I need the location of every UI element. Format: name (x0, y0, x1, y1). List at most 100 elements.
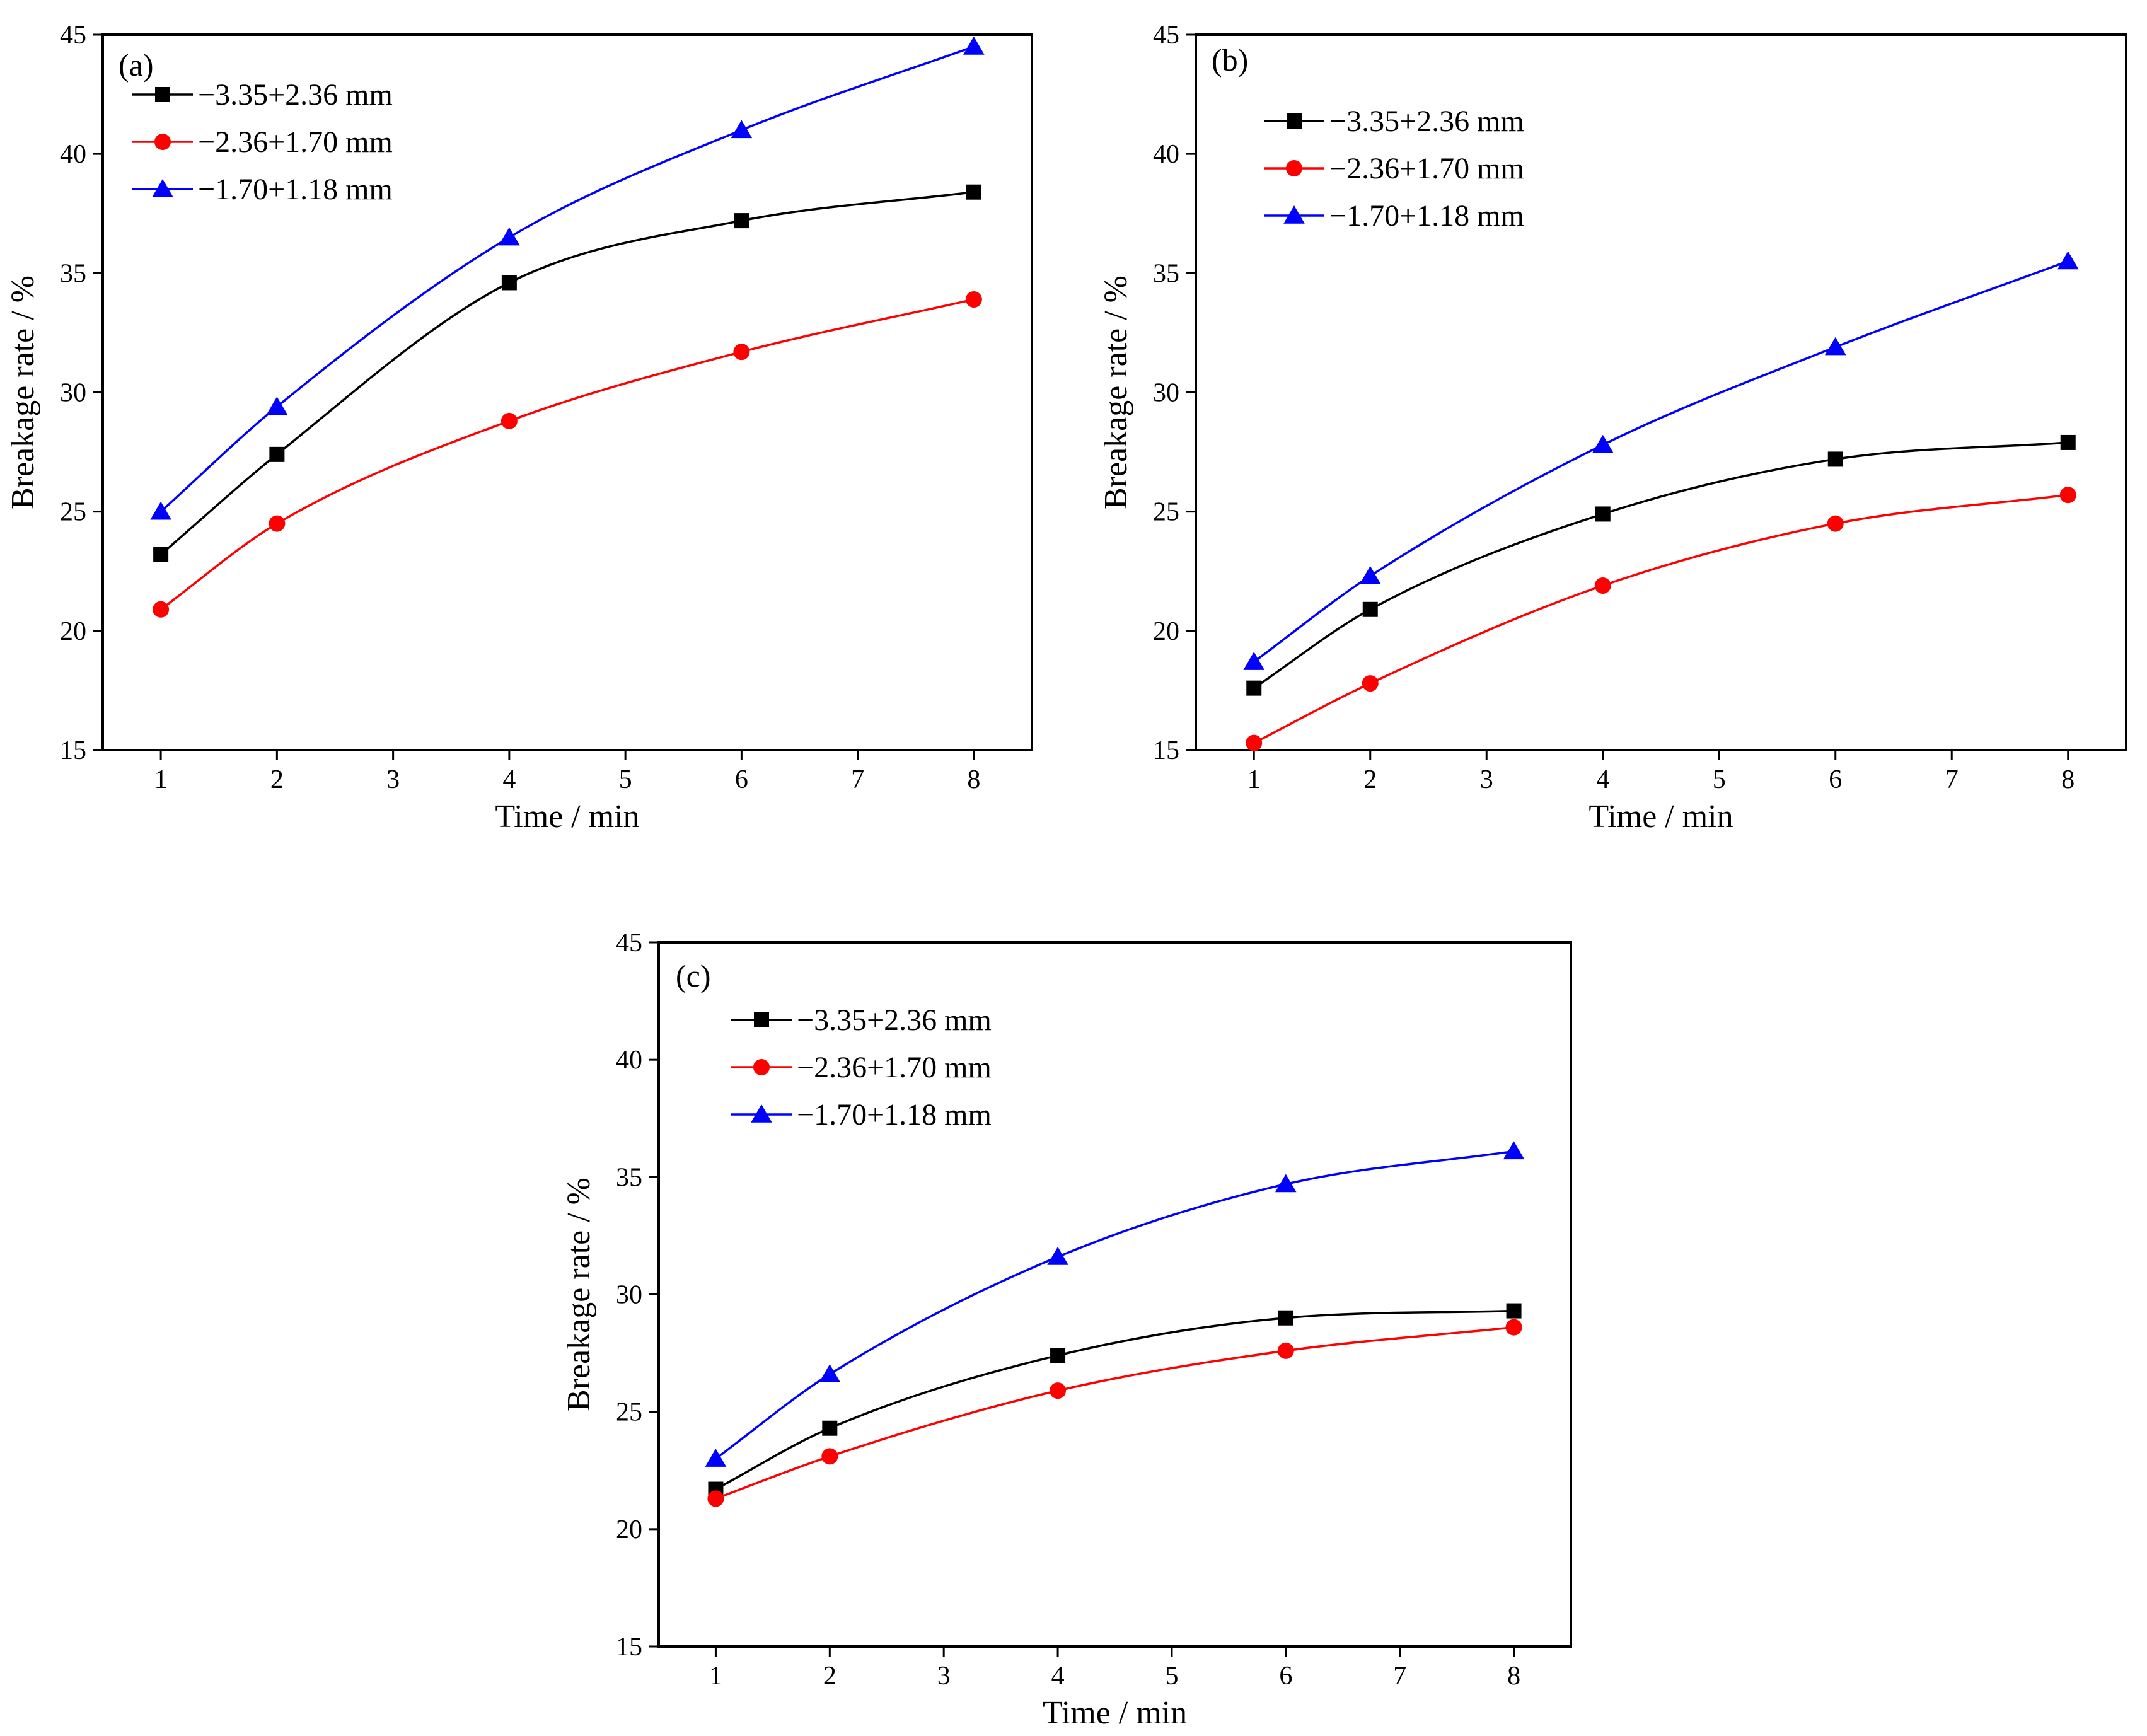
data-point-circle (1246, 734, 1263, 751)
data-point-triangle (963, 36, 985, 55)
x-tick-label: 6 (735, 765, 748, 794)
legend-marker-circle (753, 1059, 770, 1075)
y-tick-label: 25 (616, 1398, 642, 1427)
series-1 (707, 1319, 1522, 1507)
series-2 (150, 36, 985, 520)
legend-entry: −2.36+1.70 mm (132, 125, 393, 159)
data-point-square (1506, 1303, 1522, 1319)
data-point-circle (501, 412, 518, 429)
y-tick-label: 40 (616, 1046, 642, 1075)
data-point-square (1827, 451, 1843, 467)
legend-label: −3.35+2.36 mm (797, 1004, 992, 1037)
legend-label: −2.36+1.70 mm (1329, 152, 1524, 185)
data-point-square (501, 275, 517, 291)
series-2 (1243, 251, 2079, 670)
legend-entry: −3.35+2.36 mm (1264, 105, 1524, 138)
x-tick-label: 8 (967, 765, 980, 794)
data-point-triangle (150, 501, 171, 520)
series-2 (705, 1141, 1525, 1467)
y-tick-label: 45 (616, 929, 642, 958)
data-point-square (269, 446, 285, 462)
legend-label: −1.70+1.18 mm (797, 1098, 992, 1131)
x-tick-label: 2 (270, 765, 284, 794)
legend-label: −1.70+1.18 mm (1329, 199, 1524, 233)
series-line (159, 190, 975, 556)
legend-label: −2.36+1.70 mm (797, 1051, 992, 1084)
y-tick-label: 40 (1153, 140, 1179, 169)
series-line (715, 1150, 1514, 1460)
legend-entry: −3.35+2.36 mm (731, 1004, 992, 1037)
plot-frame (1195, 33, 2127, 751)
data-point-triangle (1592, 434, 1614, 453)
data-point-circle (733, 344, 750, 361)
data-point-triangle (705, 1449, 727, 1467)
y-tick-label: 25 (1153, 498, 1179, 527)
x-axis-title: Time / min (495, 799, 639, 835)
data-point-square (1362, 601, 1378, 617)
legend-label: −1.70+1.18 mm (198, 173, 393, 206)
x-tick-label: 3 (386, 765, 400, 794)
data-point-square (822, 1420, 838, 1436)
x-tick-label: 6 (1829, 765, 1842, 794)
data-point-circle (707, 1490, 724, 1507)
series-1 (153, 291, 982, 618)
y-tick-label: 35 (1153, 259, 1179, 288)
y-tick-label: 30 (1153, 379, 1179, 408)
data-point-circle (965, 291, 982, 308)
data-point-square (153, 547, 169, 562)
data-point-square (1595, 506, 1611, 522)
x-tick-label: 5 (1165, 1662, 1178, 1691)
x-tick-label: 1 (709, 1662, 722, 1691)
x-tick-label: 4 (502, 765, 516, 794)
y-tick-label: 45 (1153, 21, 1179, 50)
y-axis-title: Breakage rate / % (1098, 275, 1134, 509)
legend-entry: −2.36+1.70 mm (1264, 152, 1524, 185)
series-line (715, 1326, 1514, 1500)
y-tick-label: 35 (60, 259, 86, 288)
legend-entry: −2.36+1.70 mm (731, 1051, 992, 1084)
y-tick-label: 15 (616, 1633, 642, 1662)
x-tick-label: 2 (1363, 765, 1377, 794)
y-tick-label: 20 (616, 1515, 642, 1544)
legend-marker-circle (154, 134, 171, 150)
x-tick-label: 6 (1279, 1662, 1292, 1691)
legend-marker-square (155, 87, 170, 102)
legend-entry: −1.70+1.18 mm (132, 173, 393, 206)
y-tick-label: 25 (60, 498, 86, 527)
x-tick-label: 5 (1713, 765, 1726, 794)
x-tick-label: 2 (823, 1662, 836, 1691)
legend-marker-triangle (152, 179, 173, 197)
series-line (1253, 494, 2068, 744)
legend-entry: −3.35+2.36 mm (132, 78, 393, 112)
legend-marker-triangle (751, 1104, 772, 1123)
x-axis-title: Time / min (1589, 799, 1733, 835)
data-point-circle (1594, 577, 1611, 594)
legend-label: −2.36+1.70 mm (198, 125, 393, 159)
data-point-triangle (2057, 251, 2079, 270)
series-1 (1246, 487, 2076, 751)
x-tick-label: 8 (2061, 765, 2075, 794)
legend-entry: −1.70+1.18 mm (1264, 199, 1524, 233)
legend-marker-circle (1286, 160, 1302, 176)
data-point-square (734, 213, 749, 229)
data-point-circle (153, 601, 170, 618)
data-point-triangle (731, 120, 753, 139)
data-point-square (966, 184, 981, 200)
y-tick-label: 15 (60, 736, 86, 765)
series-line (715, 1309, 1514, 1491)
data-point-circle (2059, 487, 2076, 504)
data-point-triangle (1243, 652, 1265, 670)
legend-entry: −1.70+1.18 mm (731, 1098, 992, 1131)
y-tick-label: 15 (1153, 736, 1179, 765)
data-point-triangle (1359, 565, 1381, 584)
data-point-triangle (1047, 1246, 1068, 1265)
legend-marker-triangle (1283, 205, 1305, 224)
data-point-circle (1050, 1382, 1067, 1399)
data-point-circle (1362, 675, 1379, 692)
y-tick-label: 45 (60, 21, 86, 50)
data-point-square (1246, 680, 1262, 696)
data-point-circle (269, 515, 286, 532)
x-axis-title: Time / min (1043, 1695, 1187, 1731)
y-axis-title: Breakage rate / % (561, 1178, 597, 1411)
